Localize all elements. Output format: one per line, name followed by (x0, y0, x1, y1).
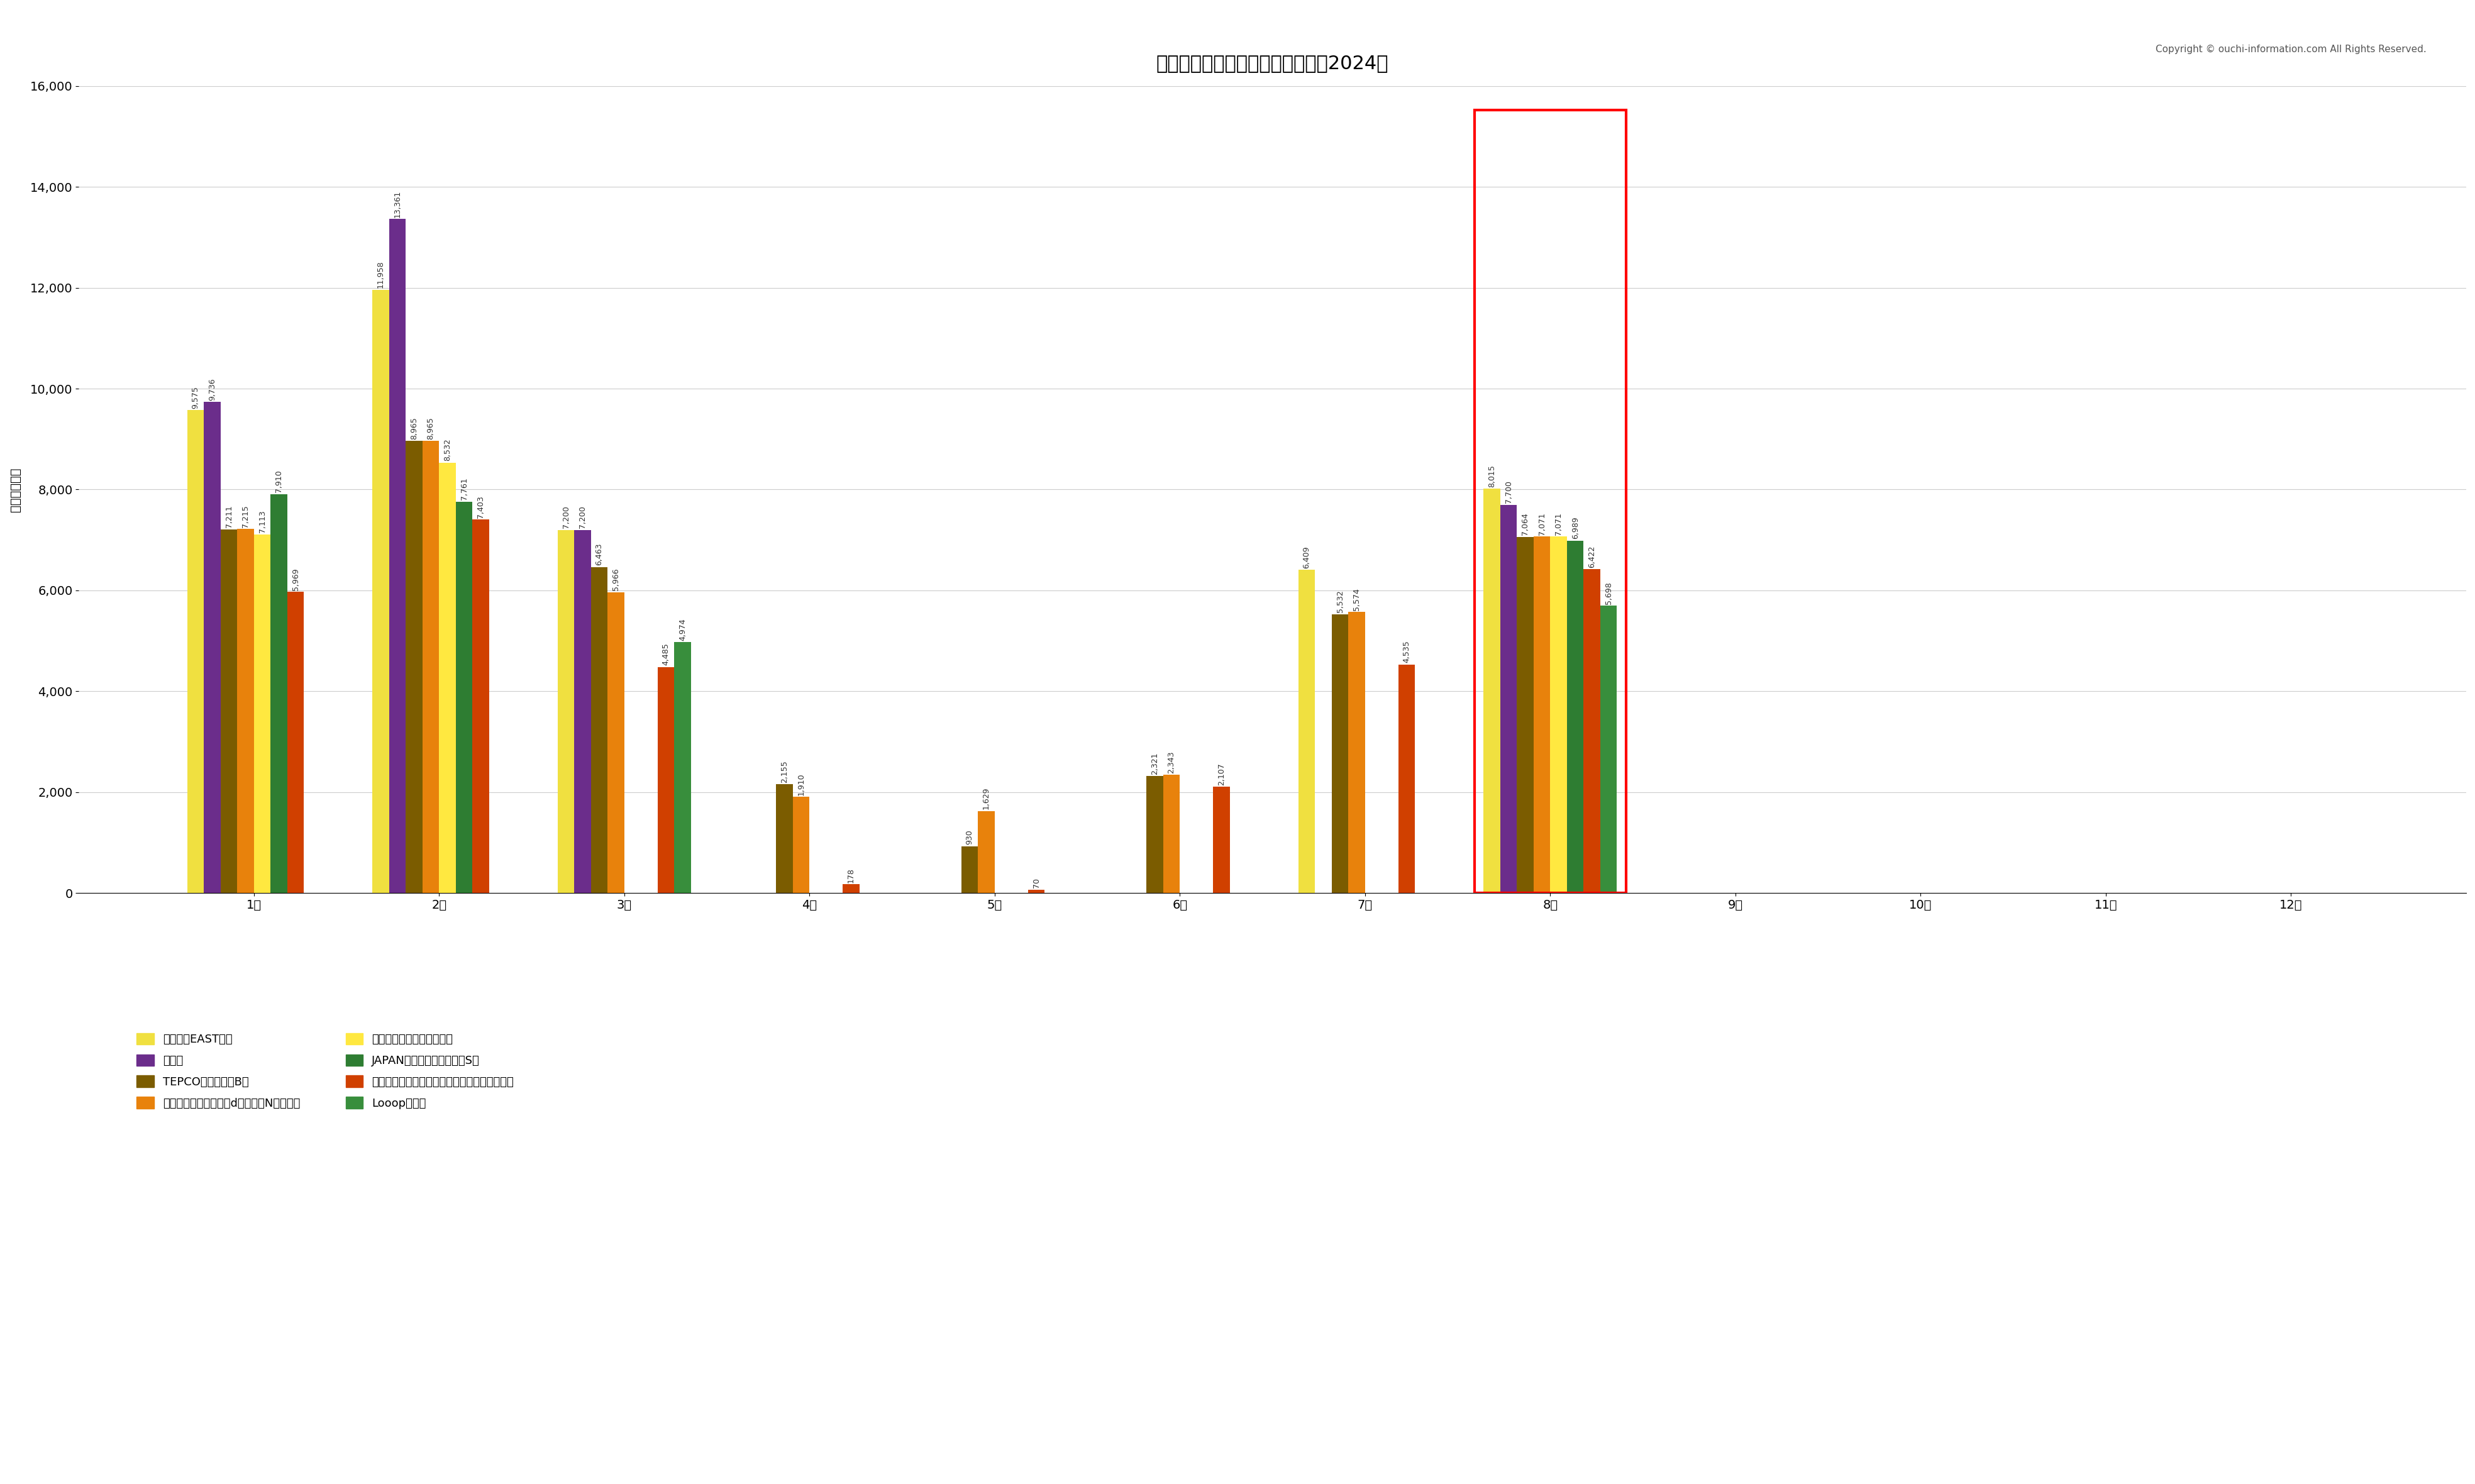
Text: 7,910: 7,910 (275, 470, 282, 493)
Bar (220, 530, 238, 893)
Legend: よかエネEAST電灯, タダ電, TEPCO（従量電灯B）, 九電みらいエナジー（dポイントNプラン）, シン・エナジー（きほん）, JAPAN電力（くらしプラ: よかエネEAST電灯, タダ電, TEPCO（従量電灯B）, 九電みらいエナジー… (131, 1028, 517, 1113)
Text: Copyright © ouchi-information.com All Rights Reserved.: Copyright © ouchi-information.com All Ri… (2156, 45, 2425, 53)
Text: 7,215: 7,215 (243, 505, 250, 528)
Text: 7,403: 7,403 (478, 496, 485, 518)
Bar (1332, 614, 1349, 893)
Bar (238, 530, 255, 893)
Bar (1517, 537, 1532, 893)
Text: 5,698: 5,698 (1604, 582, 1611, 604)
Text: 930: 930 (965, 830, 973, 844)
Text: 8,965: 8,965 (411, 417, 418, 439)
Text: 8,532: 8,532 (443, 439, 450, 462)
Bar (777, 785, 792, 893)
Bar (1297, 570, 1314, 893)
Bar (438, 463, 455, 893)
Text: 5,966: 5,966 (611, 568, 619, 591)
Bar (473, 519, 490, 893)
Bar (287, 592, 304, 893)
Bar (792, 797, 809, 893)
Bar (673, 643, 691, 893)
Bar (371, 289, 389, 893)
Text: 8,015: 8,015 (1487, 464, 1495, 487)
Text: 4,485: 4,485 (661, 643, 671, 665)
Bar (1599, 605, 1616, 893)
Text: 7,700: 7,700 (1505, 481, 1512, 503)
Text: 9,736: 9,736 (208, 378, 215, 401)
Bar (960, 846, 978, 893)
Text: 5,574: 5,574 (1351, 588, 1361, 610)
Bar (1584, 570, 1599, 893)
Bar (557, 530, 574, 893)
Bar (658, 666, 673, 893)
Bar (1146, 776, 1163, 893)
Text: 7,211: 7,211 (225, 506, 233, 528)
Text: 13,361: 13,361 (394, 190, 401, 218)
Bar (1027, 889, 1044, 893)
Text: 1,629: 1,629 (983, 787, 990, 809)
Bar (1500, 505, 1517, 893)
Bar (1567, 540, 1584, 893)
Text: 2,155: 2,155 (780, 760, 790, 784)
Text: 7,071: 7,071 (1537, 512, 1544, 534)
Text: 5,532: 5,532 (1336, 591, 1344, 613)
Text: 7,064: 7,064 (1520, 513, 1530, 536)
Bar (389, 220, 406, 893)
Text: 11,958: 11,958 (376, 261, 384, 288)
Text: 8,965: 8,965 (426, 417, 436, 439)
Bar (423, 441, 438, 893)
Text: 6,409: 6,409 (1302, 546, 1309, 568)
Bar (255, 534, 270, 893)
Text: 2,321: 2,321 (1151, 752, 1158, 775)
Bar (1398, 665, 1416, 893)
Bar (1483, 488, 1500, 893)
Y-axis label: 光熱費［円］: 光熱費［円］ (10, 467, 22, 512)
Text: 6,989: 6,989 (1572, 516, 1579, 539)
Text: 7,761: 7,761 (460, 478, 468, 500)
Text: 4,535: 4,535 (1403, 641, 1411, 663)
Text: 7,113: 7,113 (257, 510, 267, 533)
Bar (842, 884, 859, 893)
Bar (574, 530, 592, 893)
Text: 6,463: 6,463 (594, 543, 604, 565)
Text: 70: 70 (1032, 879, 1040, 887)
Bar (455, 502, 473, 893)
Text: 7,071: 7,071 (1554, 512, 1562, 534)
Bar (1549, 536, 1567, 893)
Bar (406, 441, 423, 893)
Text: 5,969: 5,969 (292, 568, 299, 591)
Bar (203, 402, 220, 893)
Text: 7,200: 7,200 (579, 506, 587, 528)
Bar (978, 810, 995, 893)
Text: 6,422: 6,422 (1586, 545, 1596, 568)
Bar (606, 592, 624, 893)
Bar (1532, 536, 1549, 893)
Title: 電力料金比較（基本料金含む）：2024年: 電力料金比較（基本料金含む）：2024年 (1156, 53, 1388, 73)
Bar (592, 567, 606, 893)
Bar (188, 410, 203, 893)
Text: 9,575: 9,575 (191, 386, 200, 408)
Bar (270, 494, 287, 893)
Text: 7,200: 7,200 (562, 506, 569, 528)
Bar (1213, 787, 1230, 893)
Text: 178: 178 (846, 868, 854, 883)
Bar (1349, 611, 1364, 893)
Text: 2,107: 2,107 (1218, 763, 1225, 785)
Text: 1,910: 1,910 (797, 773, 804, 795)
Bar (1163, 775, 1181, 893)
Text: 4,974: 4,974 (678, 619, 686, 641)
Text: 2,343: 2,343 (1168, 751, 1176, 773)
